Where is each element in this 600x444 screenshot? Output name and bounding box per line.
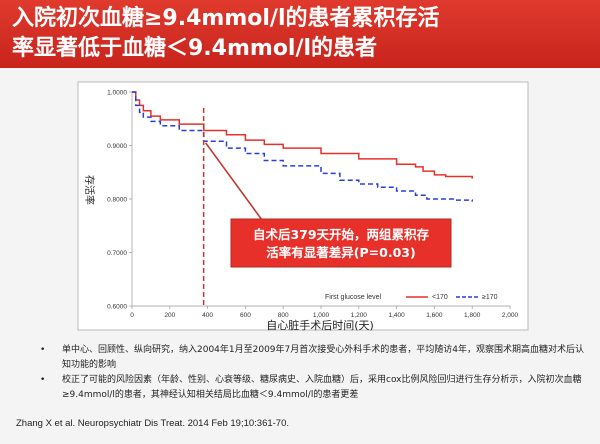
legend-title: First glucose level — [325, 294, 381, 301]
y-axis-label: 存活率 — [83, 175, 96, 205]
series-line-lt170 — [132, 91, 473, 179]
x-tick-label: 2,000 — [502, 312, 519, 319]
y-tick-label: 0.9000 — [107, 143, 127, 150]
x-tick-label: 800 — [278, 312, 289, 319]
title-line-2: 率显著低于血糖＜9.4mmol/l的患者 — [12, 36, 378, 61]
y-tick-label: 0.8000 — [107, 197, 127, 204]
annotation-box — [230, 218, 452, 268]
x-tick-label: 0 — [130, 312, 134, 319]
annotation-text-2: 活率有显著差异(P=0.03) — [266, 245, 415, 260]
title-line-1: 入院初次血糖≥9.4mmol/l的患者累积存活 — [12, 6, 440, 31]
chart-panel — [77, 81, 529, 331]
x-tick-label: 1,200 — [351, 312, 368, 319]
slide-title: 入院初次血糖≥9.4mmol/l的患者累积存活 率显著低于血糖＜9.4mmol/… — [12, 4, 592, 64]
legend-label-ge170: ≥170 — [482, 294, 498, 301]
y-tick-label: 1.0000 — [107, 90, 127, 97]
citation: Zhang X et al. Neuropsychiatr Dis Treat.… — [16, 418, 290, 429]
legend-label-lt170: <170 — [432, 294, 448, 301]
annotation-arrow — [204, 142, 263, 221]
x-tick-label: 600 — [240, 312, 251, 319]
x-tick-label: 1,600 — [426, 312, 443, 319]
legend: First glucose level <170 ≥170 — [325, 294, 498, 301]
bullet-2: 校正了可能的风险因素（年龄、性别、心衰等级、糖尿病史、入院血糖）后，采用cox比… — [38, 373, 588, 403]
y-tick-label: 0.6000 — [107, 304, 127, 311]
x-tick-label: 200 — [164, 312, 175, 319]
x-tick-label: 1,000 — [313, 312, 330, 319]
series-line-ge170 — [132, 91, 473, 202]
annotation-text-1: 自术后379天开始，两组累积存 — [253, 227, 430, 242]
bullet-list: 单中心、回顾性、纵向研究，纳入2004年1月至2009年7月首次接受心外科手术的… — [38, 343, 588, 403]
x-tick-label: 1,400 — [388, 312, 405, 319]
x-axis-label: 自心脏手术后时间(天) — [266, 318, 374, 332]
title-banner: 入院初次血糖≥9.4mmol/l的患者累积存活 率显著低于血糖＜9.4mmol/… — [0, 0, 600, 68]
bullet-1: 单中心、回顾性、纵向研究，纳入2004年1月至2009年7月首次接受心外科手术的… — [38, 343, 588, 373]
x-tick-label: 1,800 — [464, 312, 481, 319]
y-tick-label: 0.7000 — [107, 250, 127, 257]
x-tick-label: 400 — [202, 312, 213, 319]
